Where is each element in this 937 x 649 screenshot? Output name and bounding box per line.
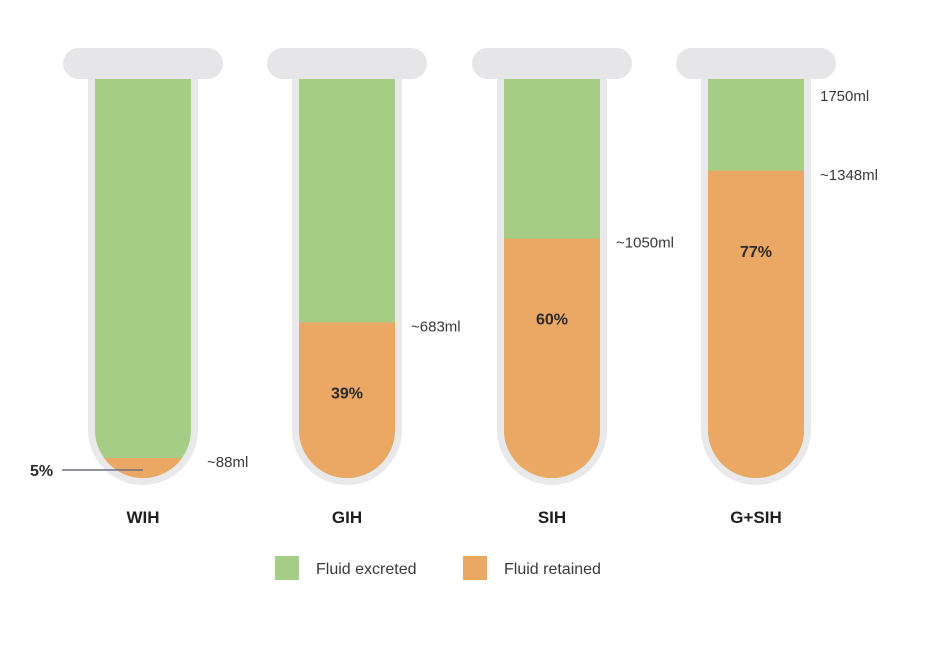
legend-label-excreted: Fluid excreted xyxy=(316,561,417,578)
tube-cap-sih xyxy=(472,48,632,79)
percent-label-wih: 5% xyxy=(30,463,53,480)
legend-swatch-retained xyxy=(463,556,487,580)
volume-label-sih: ~1050ml xyxy=(616,235,674,252)
chart-legend: Fluid excreted Fluid retained xyxy=(275,556,601,580)
tube-cap-wih xyxy=(63,48,223,79)
category-label-g+sih: G+SIH xyxy=(730,508,782,527)
volume-label-g+sih: ~1348ml xyxy=(820,167,878,184)
volume-label-wih: ~88ml xyxy=(207,454,248,471)
category-label-wih: WIH xyxy=(126,508,159,527)
volume-label-gih: ~683ml xyxy=(411,318,461,335)
bar-retained-gih xyxy=(299,322,395,478)
tube-cap-gih xyxy=(267,48,427,79)
category-label-gih: GIH xyxy=(332,508,362,527)
percent-label-sih: 60% xyxy=(536,312,568,329)
category-label-sih: SIH xyxy=(538,508,566,527)
bar-excreted-wih xyxy=(95,79,191,478)
legend-swatch-excreted xyxy=(275,556,299,580)
percent-label-gih: 39% xyxy=(331,385,363,402)
capacity-label: 1750ml xyxy=(820,88,869,105)
percent-label-g+sih: 77% xyxy=(740,244,772,261)
tube-cap-g+sih xyxy=(676,48,836,79)
bar-retained-sih xyxy=(504,238,600,478)
bar-retained-g+sih xyxy=(708,170,804,478)
legend-label-retained: Fluid retained xyxy=(504,561,601,578)
